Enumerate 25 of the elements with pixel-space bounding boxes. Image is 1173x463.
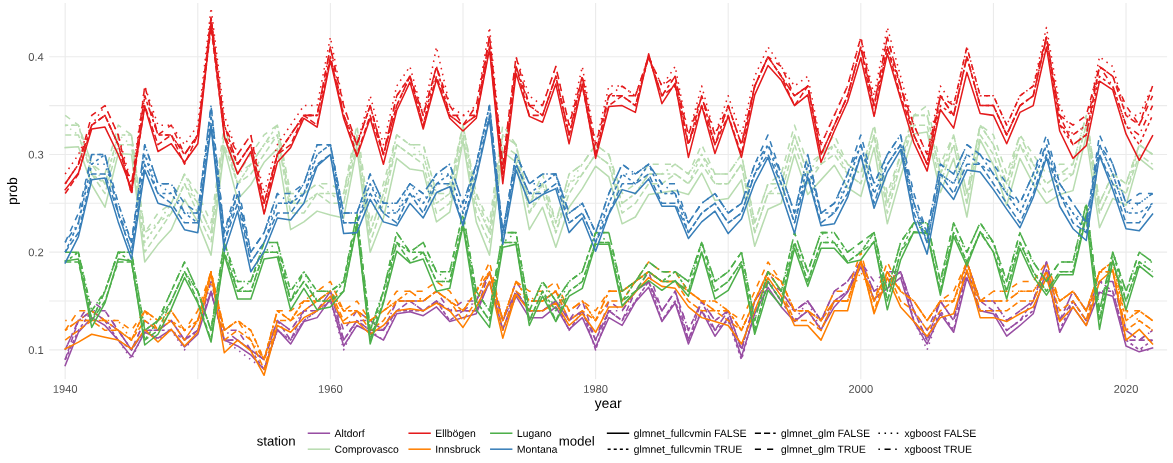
x-axis-title: year — [594, 400, 622, 411]
x-tick-label: 1940 — [53, 385, 78, 393]
x-tick-label: 2020 — [1114, 385, 1138, 393]
y-tick-label: 0.3 — [28, 150, 44, 159]
text: xgboost FALSE — [904, 429, 976, 440]
y-tick-label: 0.4 — [28, 53, 44, 61]
x-tick-label: 1960 — [318, 385, 343, 393]
x-tick-label: 1980 — [584, 385, 608, 393]
y-tick-label: 0.1 — [28, 346, 44, 355]
y-axis-title: prob — [6, 177, 20, 205]
text: glmnet_fullcvmin TRUE — [634, 445, 742, 455]
legend-label: Montana — [517, 445, 558, 453]
legend-label: Lugano — [517, 429, 552, 440]
x-tick-label: 2000 — [849, 385, 873, 393]
text: glmnet_glm TRUE — [781, 445, 866, 455]
legend-label: Altdorf — [334, 429, 365, 437]
text: station — [257, 436, 295, 446]
legend-label: Ellbögen — [436, 429, 476, 440]
text: xgboost TRUE — [904, 445, 972, 455]
text: glmnet_fullcvmin FALSE — [634, 429, 747, 440]
text: model — [559, 436, 594, 446]
text: glmnet_glm FALSE — [781, 429, 870, 440]
legend-label: Innsbruck — [436, 445, 481, 453]
y-tick-label: 0.2 — [28, 248, 44, 257]
legend-label: Comprovasco — [335, 445, 399, 455]
